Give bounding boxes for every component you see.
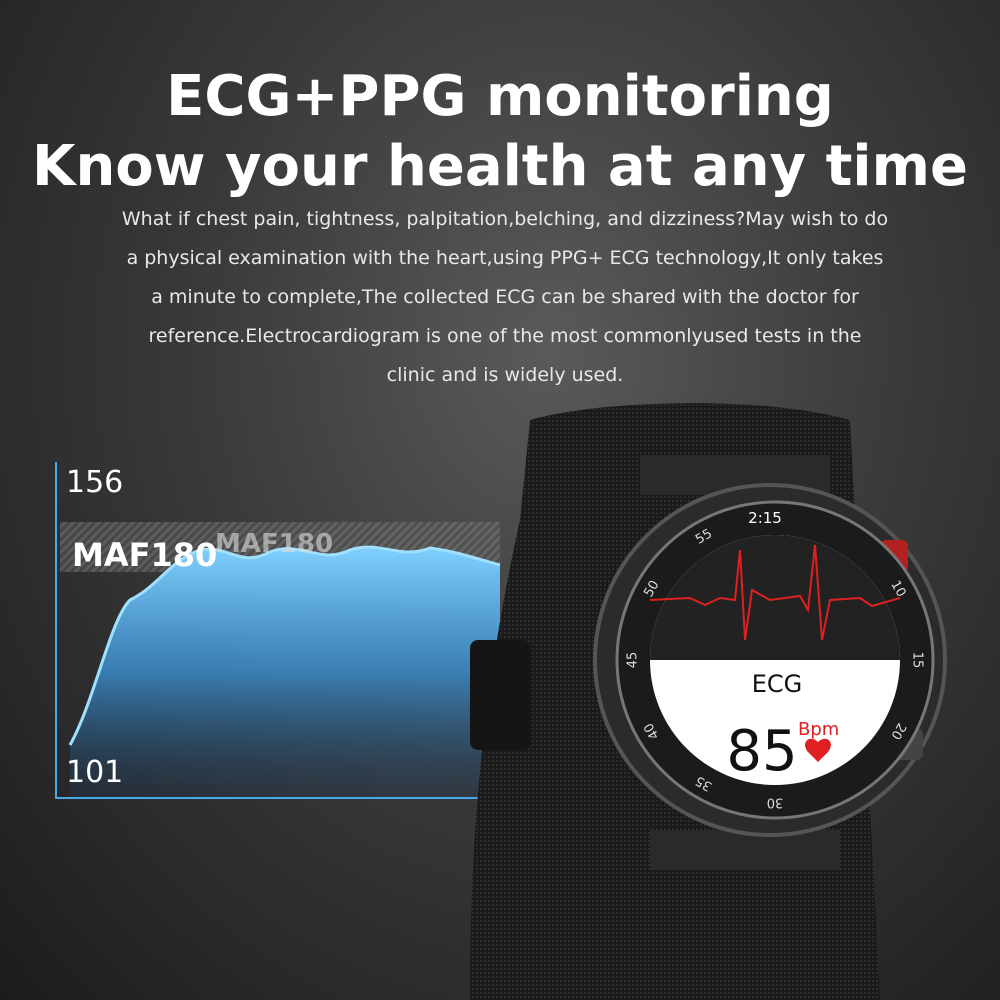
bezel-numbers: 10 15 20 30 35 40 45 50 55 bbox=[626, 526, 925, 809]
tag: MAF180 bbox=[72, 536, 217, 574]
description: What if chest pain, tightness, palpitati… bbox=[122, 208, 888, 386]
bezel-number: 55 bbox=[693, 526, 715, 547]
title-line: Know your health at any time bbox=[32, 134, 968, 199]
heart-rate: 85 bbox=[726, 719, 797, 784]
ecg-trace bbox=[649, 544, 901, 641]
bezel-number: 10 bbox=[887, 578, 908, 600]
blue-line bbox=[68, 545, 501, 746]
bezel-number: 35 bbox=[693, 772, 715, 793]
watch-time: 2:15 bbox=[748, 509, 782, 527]
description-line: clinic and is widely used. bbox=[387, 364, 624, 386]
ghost-tag: MAF180 bbox=[215, 529, 333, 559]
axis bbox=[55, 462, 500, 799]
title-line: ECG+PPG monitoring bbox=[166, 64, 834, 129]
bezel-number: 40 bbox=[641, 720, 662, 742]
screen-top bbox=[650, 535, 900, 660]
description-line: What if chest pain, tightness, palpitati… bbox=[122, 208, 888, 230]
bezel-number: 20 bbox=[887, 720, 908, 742]
strap-clasp bbox=[470, 640, 530, 750]
description-line: reference.Electrocardiogram is one of th… bbox=[149, 325, 862, 347]
heart-icon bbox=[805, 738, 831, 762]
top-label: 156 bbox=[66, 465, 123, 500]
blue-area bbox=[70, 547, 500, 800]
watch-mode: ECG bbox=[752, 670, 803, 698]
lug-bottom bbox=[650, 830, 840, 870]
description-line: a minute to complete,The collected ECG c… bbox=[151, 286, 859, 308]
description-line: a physical examination with the heart,us… bbox=[127, 247, 884, 269]
bezel-number: 50 bbox=[641, 578, 662, 600]
bezel-number: 45 bbox=[626, 652, 641, 669]
bezel-number: 15 bbox=[910, 652, 925, 669]
bezel-number: 30 bbox=[767, 795, 784, 810]
heart-unit: Bpm bbox=[798, 719, 839, 740]
bottom-label: 101 bbox=[66, 755, 123, 790]
